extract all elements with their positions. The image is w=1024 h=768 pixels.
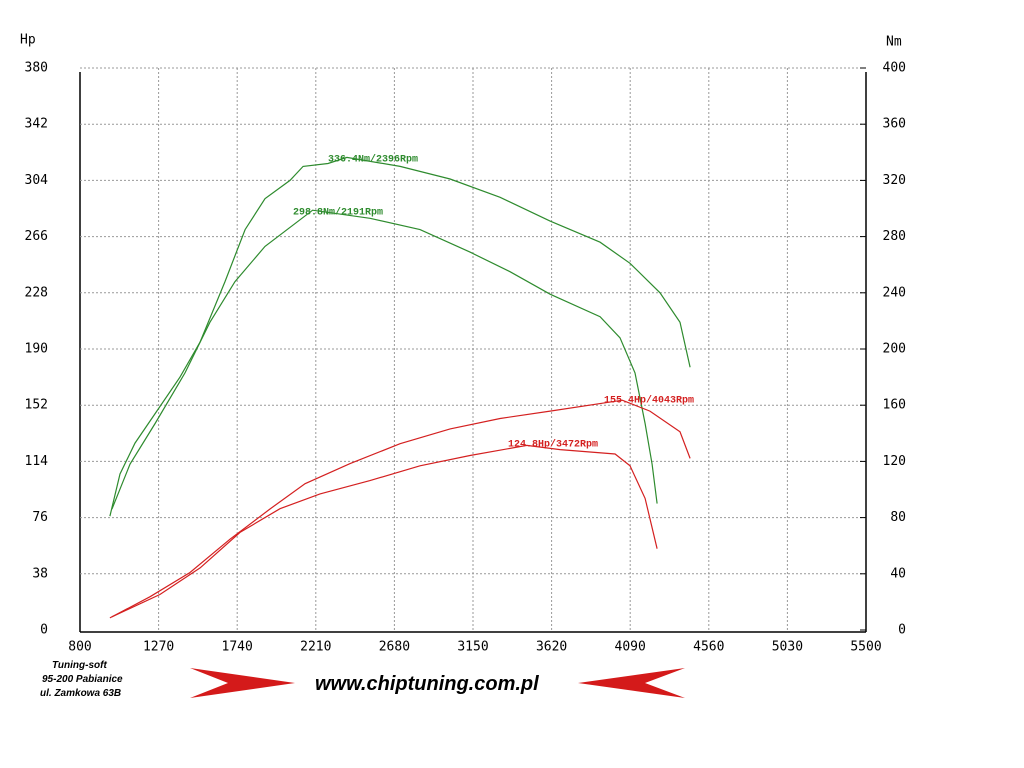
footer-url: www.chiptuning.com.pl [315,673,539,695]
y-tick-label: 266 [25,229,48,244]
y2-tick-label: 400 [883,61,906,76]
y-axis-label: Hp [20,33,36,48]
y2-tick-label: 160 [883,398,906,413]
peak-annotation: 336.4Nm/2396Rpm [328,154,418,166]
data-line [109,399,691,619]
y-tick-label: 190 [25,342,48,357]
y-tick-label: 228 [25,285,48,300]
y-tick-label: 380 [25,61,48,76]
y2-tick-label: 120 [883,454,906,469]
x-tick-label: 2680 [379,640,410,655]
x-tick-label: 4560 [693,640,724,655]
data-line [111,209,658,510]
y-tick-label: 342 [25,117,48,132]
arrow-decoration [190,668,295,698]
x-tick-label: 2210 [300,640,331,655]
y-tick-label: 152 [25,398,48,413]
y2-tick-label: 320 [883,173,906,188]
peak-annotation: 298.8Nm/2191Rpm [293,207,383,219]
y2-tick-label: 80 [890,510,906,525]
peak-annotation: 124.8Hp/3472Rpm [508,439,598,451]
x-tick-label: 4090 [615,640,646,655]
y2-tick-label: 200 [883,342,906,357]
footer-address: ul. Zamkowa 63B [40,688,121,699]
y-tick-label: 304 [25,173,49,188]
x-tick-label: 1270 [143,640,174,655]
y2-axis-label: Nm [886,35,902,50]
y2-tick-label: 280 [883,229,906,244]
y2-tick-label: 40 [890,566,906,581]
data-line [111,444,658,618]
data-line [109,156,691,517]
y2-tick-label: 360 [883,117,906,132]
x-tick-label: 800 [68,640,91,655]
footer-address: 95-200 Pabianice [42,674,123,685]
y2-tick-label: 0 [898,623,906,638]
arrow-decoration [578,668,685,698]
y-tick-label: 76 [32,510,48,525]
x-tick-label: 3620 [536,640,567,655]
x-tick-label: 5500 [850,640,881,655]
x-tick-label: 1740 [222,640,253,655]
y-tick-label: 114 [25,454,49,469]
y-tick-label: 0 [40,623,48,638]
peak-annotation: 155.4Hp/4043Rpm [604,395,694,407]
y-tick-label: 38 [32,566,48,581]
x-tick-label: 5030 [772,640,803,655]
footer-company: Tuning-soft [52,660,107,671]
x-tick-label: 3150 [457,640,488,655]
y2-tick-label: 240 [883,285,906,300]
